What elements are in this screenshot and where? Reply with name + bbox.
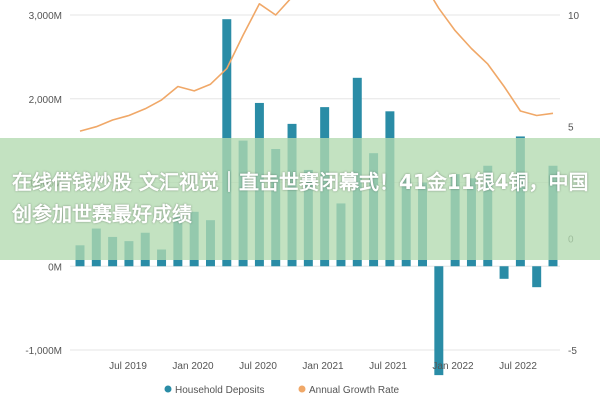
x-axis-tick-label: Jul 2019	[109, 361, 147, 372]
legend-label-annual-growth-rate: Annual Growth Rate	[309, 385, 399, 396]
x-axis-tick-label: Jul 2022	[499, 361, 537, 372]
growth-rate-line	[79, 0, 554, 132]
bar	[499, 266, 509, 279]
x-axis-tick-label: Jul 2021	[369, 361, 407, 372]
x-axis-tick-label: Jan 2020	[172, 361, 214, 372]
x-axis-tick-label: Jul 2020	[239, 361, 277, 372]
legend-marker-annual-growth-rate	[298, 385, 306, 393]
left-axis-tick-label: 3,000M	[29, 11, 62, 22]
x-axis-tick-label: Jan 2022	[432, 361, 474, 372]
legend-marker-household-deposits	[164, 385, 172, 393]
line-series-annual-growth-rate	[79, 0, 554, 132]
right-axis-tick-label: 5	[568, 123, 574, 134]
headline-banner: 在线借钱炒股 文汇视觉｜直击世赛闭幕式！41金11银4铜，中国创参加世赛最好成绩	[0, 138, 600, 260]
bar	[532, 266, 542, 288]
right-axis-tick-label: -5	[568, 346, 577, 357]
x-axis: Jul 2019 Jan 2020 Jul 2020 Jan 2021 Jul 2021…	[109, 361, 537, 372]
left-axis-tick-label: 2,000M	[29, 95, 62, 106]
headline-text[interactable]: 在线借钱炒股 文汇视觉｜直击世赛闭幕式！41金11银4铜，中国创参加世赛最好成绩	[12, 170, 589, 226]
left-axis-tick-label: -1,000M	[25, 346, 62, 357]
legend: Household Deposits Annual Growth Rate	[164, 385, 399, 396]
right-axis-tick-label: 10	[568, 11, 580, 22]
left-axis-tick-label: 0M	[48, 262, 62, 273]
x-axis-tick-label: Jan 2021	[302, 361, 344, 372]
bar	[434, 266, 444, 376]
legend-label-household-deposits: Household Deposits	[175, 385, 265, 396]
